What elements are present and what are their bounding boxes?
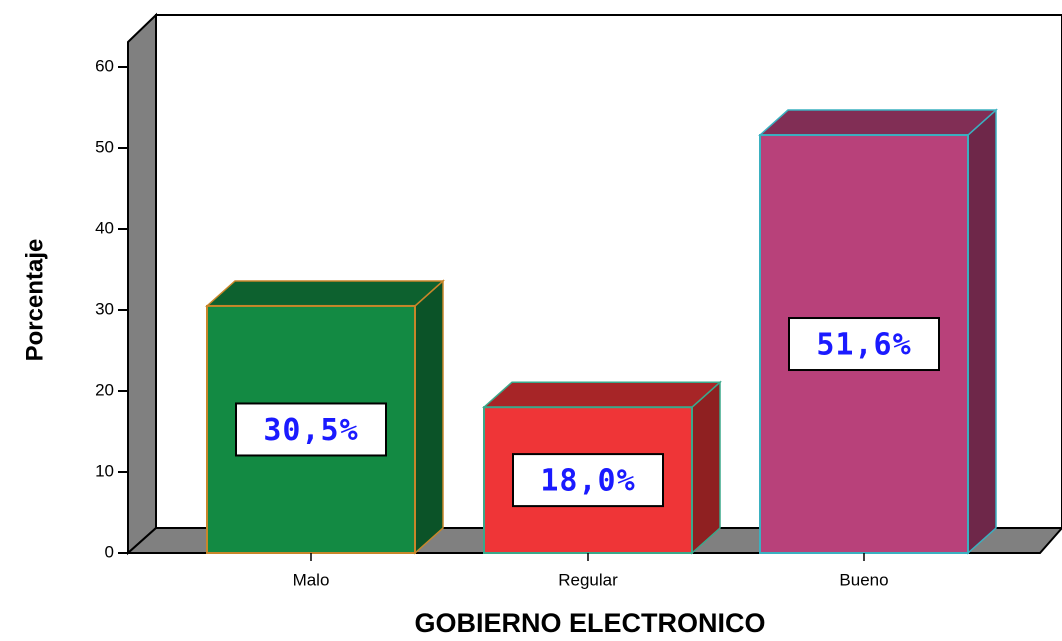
x-tick-label: Bueno bbox=[839, 570, 888, 589]
x-tick-label: Regular bbox=[558, 570, 618, 589]
value-label-box bbox=[788, 317, 940, 372]
value-label: 30,5% bbox=[263, 413, 358, 448]
value-label-box bbox=[512, 453, 664, 508]
x-tick-label: Malo bbox=[293, 570, 330, 589]
y-tick-label: 30 bbox=[95, 299, 114, 318]
bar-side bbox=[414, 279, 444, 555]
y-tick-label: 0 bbox=[105, 542, 114, 561]
y-tick-label: 50 bbox=[95, 137, 114, 156]
value-label: 51,6% bbox=[816, 328, 911, 363]
y-tick-label: 60 bbox=[95, 56, 114, 75]
bar-top bbox=[205, 280, 445, 307]
bar-top bbox=[758, 109, 998, 136]
value-label-box bbox=[235, 402, 387, 457]
y-axis-label: Porcentaje bbox=[21, 239, 48, 362]
side-wall bbox=[127, 12, 157, 556]
x-axis-label: GOBIERNO ELECTRONICO bbox=[414, 608, 765, 638]
y-tick-label: 10 bbox=[95, 461, 114, 480]
y-tick-label: 20 bbox=[95, 380, 114, 399]
y-tick-label: 40 bbox=[95, 218, 114, 237]
bar-side bbox=[691, 380, 721, 555]
value-label: 18,0% bbox=[540, 464, 635, 499]
bar-side bbox=[967, 108, 997, 555]
bar-top bbox=[482, 381, 722, 408]
